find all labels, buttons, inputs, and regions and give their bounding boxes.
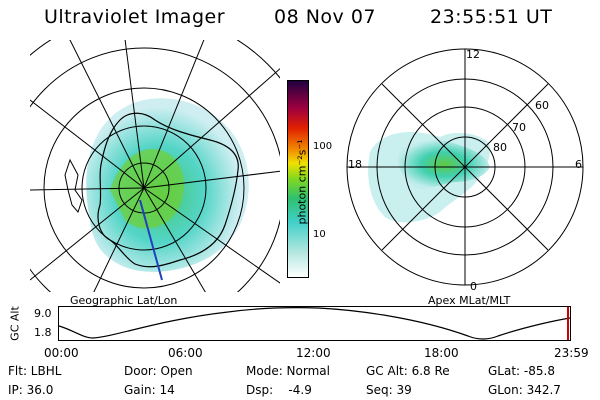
gain-info: Gain: 14 <box>124 383 175 397</box>
satellite-track <box>139 199 163 281</box>
filter-info: Flt: LBHL <box>8 364 62 378</box>
dsp-info: Dsp: -4.9 <box>246 383 312 397</box>
time-tick-2: 12:00 <box>296 346 331 360</box>
peninsula-outline <box>64 158 83 213</box>
colorbar-tick-100: 100 <box>313 141 333 152</box>
time-tick-0: 00:00 <box>44 346 79 360</box>
glon-info: GLon: 342.7 <box>488 383 561 397</box>
magnetic-caption: Apex MLat/MLT <box>428 294 511 307</box>
colorbar-label: photon cm⁻²s⁻¹ <box>295 139 309 225</box>
mode-info: Mode: Normal <box>246 364 330 378</box>
seq-info: Seq: 39 <box>366 383 412 397</box>
altitude-plot-frame <box>58 306 571 341</box>
mlt-label-18: 18 <box>348 158 362 171</box>
alt-tick-9: 9.0 <box>34 307 52 320</box>
geographic-map <box>30 40 280 292</box>
colorbar-tick-10: 10 <box>313 229 326 240</box>
magnetic-polar-plot <box>346 48 584 286</box>
time-label: 23:55:51 UT <box>430 6 553 28</box>
mlt-label-6: 6 <box>575 158 582 171</box>
mlt-label-0: 0 <box>470 280 477 293</box>
aurora-oval <box>398 140 490 189</box>
continent-outline <box>97 112 239 268</box>
alt-axis-label: GC Alt <box>8 306 22 341</box>
ip-info: IP: 36.0 <box>8 383 54 397</box>
colorbar <box>287 80 309 278</box>
time-tick-1: 06:00 <box>168 346 203 360</box>
mlat-label-80: 80 <box>493 141 507 154</box>
door-info: Door: Open <box>124 364 193 378</box>
altitude-plot <box>58 306 571 341</box>
geographic-caption: Geographic Lat/Lon <box>70 294 178 307</box>
mlat-label-70: 70 <box>512 121 526 134</box>
instrument-title: Ultraviolet Imager <box>44 6 226 28</box>
time-tick-3: 18:00 <box>424 346 459 360</box>
date-label: 08 Nov 07 <box>274 6 377 28</box>
alt-tick-1: 1.8 <box>34 326 52 339</box>
mlt-label-12: 12 <box>466 48 480 61</box>
gc-alt-info: GC Alt: 6.8 Re <box>366 364 450 378</box>
time-tick-4: 23:59 <box>554 346 589 360</box>
glat-info: GLat: -85.8 <box>488 364 555 378</box>
mlat-label-60: 60 <box>535 99 549 112</box>
altitude-curve <box>58 307 571 340</box>
